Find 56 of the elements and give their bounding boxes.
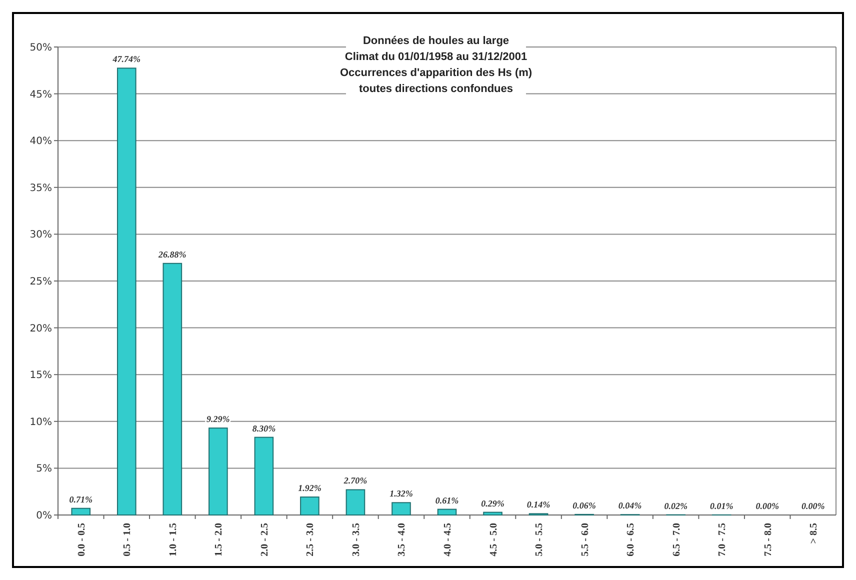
data-label: 1.32% [390,488,414,499]
x-tick-label: 7.0 - 7.5 [717,523,728,556]
y-tick-label: 25% [30,276,52,288]
chart-title: Données de houles au large [362,35,510,47]
data-label: 8.30% [252,423,276,434]
x-tick-label: 6.0 - 6.5 [626,523,637,556]
x-tick-label: 4.5 - 5.0 [488,523,500,556]
x-tick-label: > 8.5 [808,523,820,544]
x-tick-label: 4.0 - 4.5 [442,523,454,556]
data-label: 2.70% [342,476,368,486]
data-label: 0.00% [756,501,780,511]
data-label: 0.71% [69,494,94,504]
y-tick-label: 10% [30,416,52,428]
data-label: 0.01% [710,500,734,511]
x-tick-label: 5.0 - 5.5 [534,523,546,556]
x-tick-label: 1.5 - 2.0 [214,523,225,556]
y-tick-label: 50% [30,42,52,54]
data-label: 1.92% [298,483,322,494]
y-tick-label: 40% [30,136,52,148]
x-tick-label: 7.5 - 8.0 [762,523,774,556]
bar [392,502,411,516]
data-label: 0.61% [435,495,460,506]
x-tick-label: 3.5 - 4.0 [396,523,408,556]
x-tick-label: 2.0 - 2.5 [259,523,270,556]
bar [346,489,366,516]
y-tick-label: 30% [30,230,52,241]
x-tick-label: 0.0 - 0.5 [76,523,88,556]
bar [254,436,274,516]
data-label: 0.29% [481,498,505,508]
bar [483,512,502,516]
x-tick-label: 1.0 - 1.5 [168,523,179,556]
bar [116,68,136,516]
bar [208,428,228,516]
data-label: 47.74% [112,54,142,64]
y-tick-label: 35% [30,182,52,194]
bar [300,496,320,516]
data-label: 0.02% [664,500,688,511]
text: Climat du 01/01/1958 au 31/12/2001 Occurrences d'apparition des Hs (m) toutes directions confondues [340,51,532,95]
data-label: 26.88% [158,249,187,260]
bar [71,508,91,516]
x-tick-label: 5.5 - 6.0 [580,523,591,556]
data-label: 0.14% [526,500,551,510]
x-tick-label: 6.5 - 7.0 [671,523,682,556]
y-tick-label: 5% [36,464,52,475]
y-tick-label: 45% [30,89,52,100]
data-label: 0.06% [572,500,596,510]
data-label: 0.04% [618,500,642,511]
bar [162,262,182,516]
data-label: 0.00% [801,501,826,511]
y-tick-label: 20% [30,323,52,334]
y-tick-label: 15% [30,370,52,382]
y-tick-label: 0% [36,510,52,522]
x-tick-label: 3.0 - 3.5 [350,523,362,556]
bar [437,508,457,516]
x-tick-label: 2.5 - 3.0 [305,523,316,556]
x-tick-label: 0.5 - 1.0 [122,523,134,556]
